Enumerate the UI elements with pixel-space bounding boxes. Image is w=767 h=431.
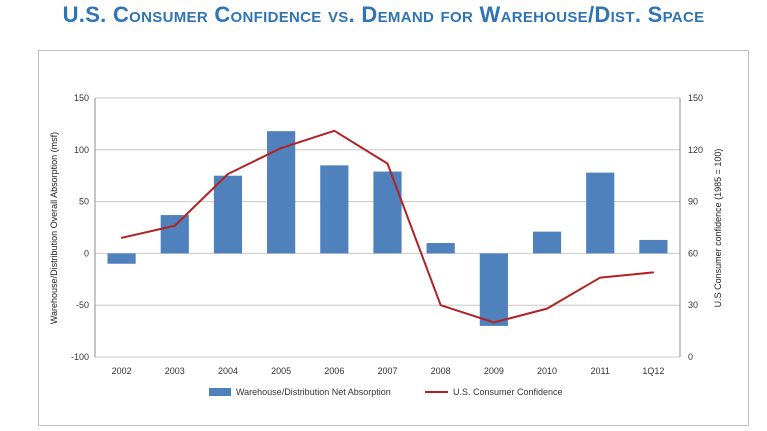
y2-tick-label: 60 (688, 248, 698, 258)
y-tick-label: 100 (74, 145, 89, 155)
bar (532, 231, 562, 254)
line-point (652, 271, 655, 274)
y2-tick-label: 120 (688, 145, 703, 155)
legend-label-absorption: Warehouse/Distribution Net Absorption (236, 387, 391, 397)
line-point (120, 237, 123, 239)
bar (213, 175, 243, 254)
y2-tick-label: 0 (688, 352, 693, 362)
chart-title: U.S. Consumer Confidence vs. Demand for … (62, 2, 705, 27)
bar (639, 239, 668, 254)
x-tick-label: 2003 (165, 366, 185, 376)
bar (586, 172, 615, 254)
x-tick-label: 2010 (537, 366, 557, 376)
x-tick-label: 2004 (218, 366, 238, 376)
line-point (386, 162, 389, 165)
x-tick-label: 2006 (324, 366, 344, 376)
x-tick-label: 2007 (377, 366, 397, 376)
x-tick-label: 2009 (484, 366, 504, 376)
line-series (120, 129, 655, 324)
bar (426, 243, 455, 254)
bar (107, 253, 136, 264)
line-point (173, 224, 176, 227)
y2-tick-label: 150 (688, 93, 703, 103)
line-point (333, 130, 336, 132)
x-tick-label: 1Q12 (642, 366, 664, 376)
line-point (280, 147, 282, 149)
line-point (493, 321, 495, 324)
line-point (546, 307, 548, 310)
bar (267, 131, 296, 254)
x-tick-label: 2002 (112, 366, 132, 376)
bar (160, 215, 189, 254)
x-tick-label: 2011 (591, 366, 610, 376)
line-point (227, 173, 229, 175)
legend-swatch-absorption (209, 388, 231, 396)
x-tick-label: 2005 (271, 366, 291, 376)
bar (373, 171, 402, 254)
y-tick-label: 50 (79, 197, 89, 207)
bar (320, 165, 349, 254)
legend-label-confidence: U.S. Consumer Confidence (453, 387, 563, 397)
bar (479, 253, 508, 326)
line-point (439, 304, 442, 307)
legend: Warehouse/Distribution Net Absorption U.… (209, 387, 563, 397)
y2-axis-title: U.S Consumer confidence (1985 = 100) (713, 149, 723, 308)
bar-series (107, 131, 668, 326)
axis-ticks: -100 -50 0 50 100 150 0 30 60 90 120 150 2002 2003 200… (71, 93, 703, 376)
y2-tick-label: 30 (688, 300, 698, 310)
y2-tick-label: 90 (688, 197, 698, 207)
y-tick-label: 0 (84, 248, 89, 258)
y-tick-label: -50 (76, 300, 89, 310)
y-tick-label: -100 (71, 352, 89, 362)
x-tick-label: 2008 (431, 366, 451, 376)
y-axis-title: Warehouse/Distribution Overall Absorptio… (49, 132, 59, 324)
y-tick-label: 150 (74, 93, 89, 103)
line-point (599, 276, 602, 279)
